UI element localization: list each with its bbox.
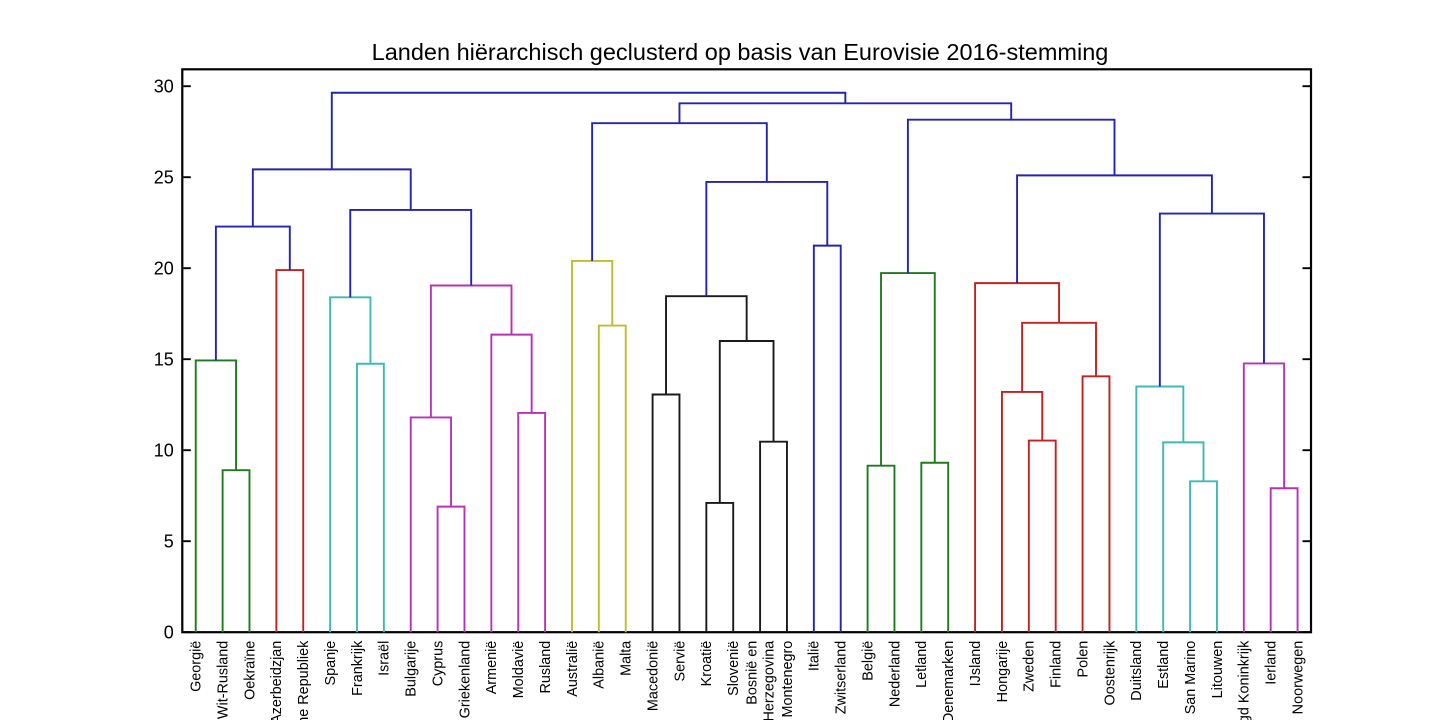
- svg-text:Letland: Letland: [914, 641, 930, 688]
- svg-text:Malta: Malta: [619, 641, 635, 676]
- svg-text:30: 30: [154, 76, 174, 96]
- svg-text:San Marino: San Marino: [1183, 641, 1199, 715]
- svg-text:Griekenland: Griekenland: [457, 641, 473, 719]
- svg-text:Denemarken: Denemarken: [941, 641, 957, 720]
- svg-text:5: 5: [164, 531, 174, 551]
- svg-text:Bulgarije: Bulgarije: [404, 641, 420, 697]
- svg-text:Landen hiërarchisch geclusterd: Landen hiërarchisch geclusterd op basis …: [372, 39, 1109, 65]
- svg-text:Litouwen: Litouwen: [1210, 641, 1226, 699]
- svg-text:Duitsland: Duitsland: [1129, 641, 1145, 701]
- svg-text:Rusland: Rusland: [538, 641, 554, 694]
- svg-text:Slovenië: Slovenië: [726, 641, 742, 696]
- svg-text:Spanje: Spanje: [323, 641, 339, 686]
- svg-text:Polen: Polen: [1075, 641, 1091, 678]
- svg-text:20: 20: [154, 258, 174, 278]
- svg-text:Oostenrijk: Oostenrijk: [1102, 640, 1118, 706]
- svg-text:Ierland: Ierland: [1264, 641, 1280, 685]
- svg-text:Nederland: Nederland: [887, 641, 903, 707]
- svg-text:Estland: Estland: [1156, 641, 1172, 689]
- svg-text:0: 0: [164, 622, 174, 642]
- svg-text:Armenië: Armenië: [484, 641, 500, 695]
- svg-text:Zwitserland: Zwitserland: [834, 641, 850, 715]
- svg-text:10: 10: [154, 440, 174, 460]
- svg-text:Azerbeidzjan: Azerbeidzjan: [269, 641, 285, 720]
- svg-text:Albanië: Albanië: [592, 641, 608, 689]
- svg-text:Montenegro: Montenegro: [780, 641, 796, 718]
- svg-text:Wit-Rusland: Wit-Rusland: [216, 641, 232, 719]
- svg-text:15: 15: [154, 349, 174, 369]
- svg-text:25: 25: [154, 167, 174, 187]
- svg-text:Finland: Finland: [1049, 641, 1065, 688]
- svg-text:Moldavië: Moldavië: [511, 641, 527, 699]
- svg-text:Australië: Australië: [565, 641, 581, 697]
- svg-text:Israël: Israël: [377, 641, 393, 676]
- svg-text:Italië: Italië: [807, 641, 823, 671]
- svg-text:Georgië: Georgië: [189, 641, 205, 692]
- svg-text:Oekraïne: Oekraïne: [242, 641, 258, 700]
- svg-text:Herzegovina: Herzegovina: [762, 641, 778, 720]
- svg-text:Tsjechische Republiek: Tsjechische Republiek: [296, 640, 312, 720]
- svg-text:Kroatië: Kroatië: [699, 641, 715, 687]
- svg-text:Verenigd Koninkrijk: Verenigd Koninkrijk: [1237, 640, 1253, 720]
- svg-text:Cyprus: Cyprus: [431, 641, 447, 687]
- svg-text:Servië: Servië: [672, 641, 688, 682]
- svg-text:Frankrijk: Frankrijk: [350, 640, 366, 696]
- svg-text:Hongarije: Hongarije: [995, 641, 1011, 703]
- svg-text:Macedonië: Macedonië: [645, 641, 661, 711]
- svg-text:België: België: [860, 641, 876, 681]
- svg-text:Zweden: Zweden: [1022, 641, 1038, 692]
- svg-text:Bosnië en: Bosnië en: [744, 641, 760, 705]
- svg-text:IJsland: IJsland: [968, 641, 984, 687]
- svg-text:Noorwegen: Noorwegen: [1290, 641, 1306, 715]
